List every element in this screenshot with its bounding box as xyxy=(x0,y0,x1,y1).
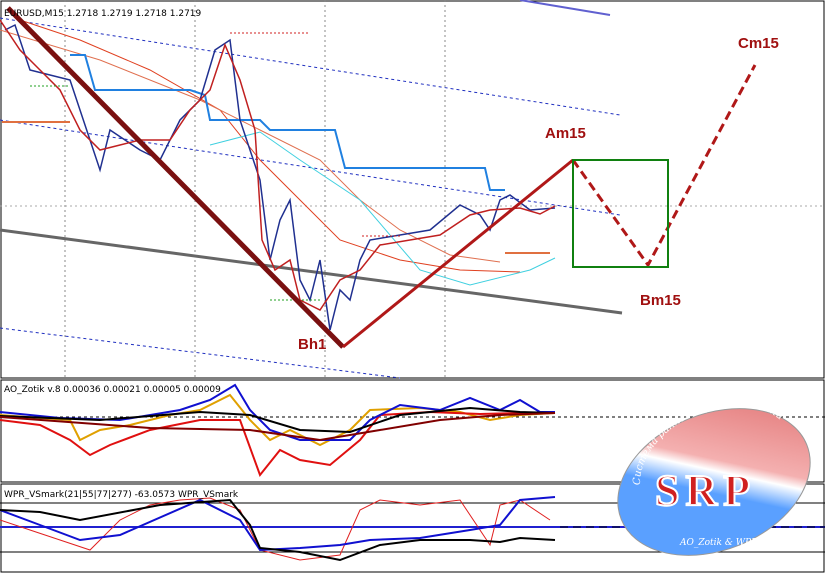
logo-mark: SRP xyxy=(655,466,756,515)
indicator-title: AO_Zotik v.8 0.00036 0.00021 0.00005 0.0… xyxy=(4,385,221,395)
wave-label: Am15 xyxy=(545,125,586,142)
wave-label: Bh1 xyxy=(298,336,326,353)
indicator-title: WPR_VSmark(21|55|77|277) -63.0573 WPR_VS… xyxy=(4,490,239,500)
logo-footer: AO_Zotik & WPR_VSmark xyxy=(679,538,799,548)
wave-label: Cm15 xyxy=(738,35,779,52)
main-chart: EURUSD,M15 1.2718 1.2719 1.2718 1.2719 C… xyxy=(0,0,825,379)
symbol-label: EURUSD,M15 1.2718 1.2719 1.2718 1.2719 xyxy=(4,9,202,19)
wave-label: Bm15 xyxy=(640,292,681,309)
